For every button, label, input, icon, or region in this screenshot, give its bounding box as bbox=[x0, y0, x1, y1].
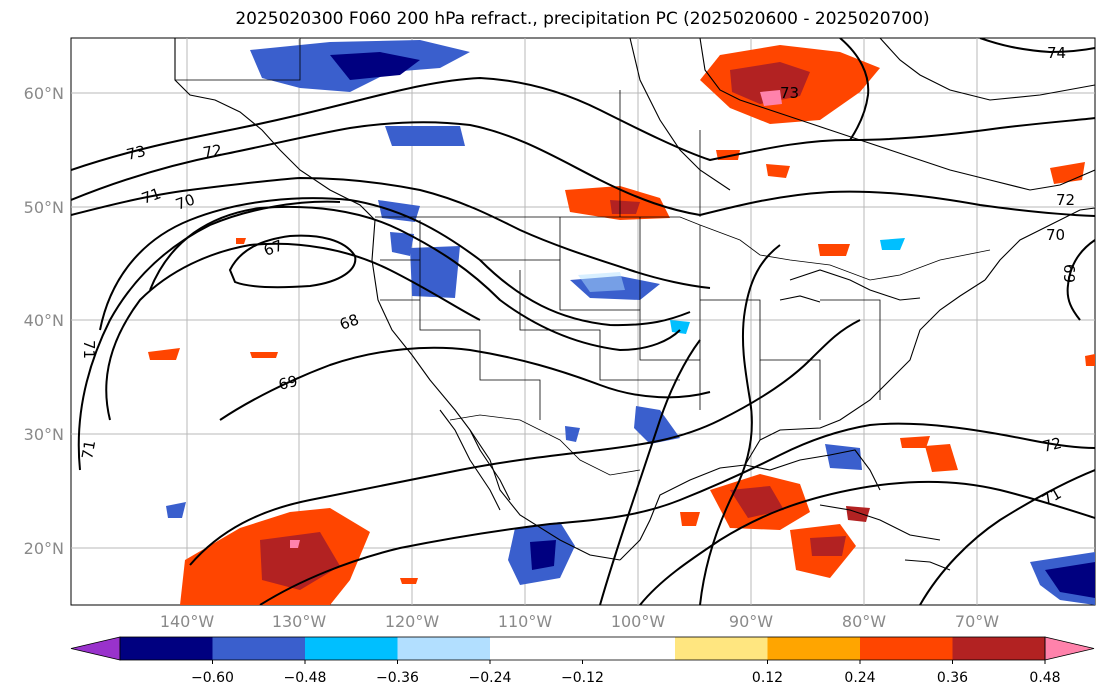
colorbar-segment bbox=[397, 637, 491, 660]
colorbar-tick-label: 0.12 bbox=[752, 670, 783, 686]
colorbar-segment bbox=[675, 637, 768, 660]
lat-label-60n: 60°N bbox=[24, 84, 64, 103]
lon-label-140w: 140°W bbox=[160, 612, 215, 631]
lon-label-70w: 70°W bbox=[955, 612, 999, 631]
contour-label: 72 bbox=[1041, 434, 1064, 456]
contour-label: 74 bbox=[1047, 44, 1066, 62]
map-title: 2025020300 F060 200 hPa refract., precip… bbox=[235, 9, 930, 29]
contour-label: 70 bbox=[173, 190, 197, 213]
lat-label-30n: 30°N bbox=[24, 425, 64, 444]
contour-label: 68 bbox=[337, 310, 361, 333]
contour-label: 73 bbox=[780, 84, 799, 102]
contour-label: 67 bbox=[261, 236, 285, 259]
contour-labels: 73 72 71 70 67 68 69 71 71 73 72 71 70 6… bbox=[78, 44, 1078, 509]
colorbar-tick-label: −0.60 bbox=[191, 670, 234, 686]
lat-label-20n: 20°N bbox=[24, 539, 64, 558]
colorbar-tick-label: 0.36 bbox=[937, 670, 968, 686]
colorbar-tick-label: −0.12 bbox=[561, 670, 604, 686]
lon-label-100w: 100°W bbox=[611, 612, 666, 631]
contour-label: 69 bbox=[1060, 264, 1078, 283]
precip-negative-areas bbox=[166, 40, 1095, 605]
contour-label: 73 bbox=[125, 142, 148, 164]
refractivity-contours bbox=[71, 38, 1095, 605]
colorbar-tick-label: 0.48 bbox=[1029, 670, 1060, 686]
colorbar-segment bbox=[120, 637, 213, 660]
contour-label: 72 bbox=[1056, 191, 1075, 209]
contour-label: 71 bbox=[139, 184, 163, 207]
colorbar-segment bbox=[212, 637, 306, 660]
colorbar-extend-low bbox=[70, 636, 121, 661]
colorbar-segment bbox=[860, 637, 953, 660]
lon-label-90w: 90°W bbox=[729, 612, 773, 631]
lat-label-50n: 50°N bbox=[24, 198, 64, 217]
colorbar-tick-label: 0.24 bbox=[844, 670, 875, 686]
colorbar-segment bbox=[582, 637, 676, 660]
precip-positive-areas bbox=[148, 45, 1095, 605]
latitude-labels: 60°N 50°N 40°N 30°N 20°N bbox=[24, 84, 64, 558]
colorbar-tick-label: −0.24 bbox=[469, 670, 512, 686]
colorbar-segment bbox=[952, 637, 1046, 660]
contour-label: 71 bbox=[78, 439, 99, 461]
colorbar-segment bbox=[490, 637, 583, 660]
colorbar-extend-high bbox=[1044, 636, 1095, 661]
colorbar-ticks: −0.60 −0.48 −0.36 −0.24 −0.12 0.12 0.24 0.36 0.4… bbox=[191, 660, 1061, 686]
contour-label: 71 bbox=[80, 340, 98, 359]
colorbar-segment bbox=[305, 637, 398, 660]
colorbar-tick-label: −0.48 bbox=[284, 670, 327, 686]
map-area: 73 72 71 70 67 68 69 71 71 73 72 71 70 6… bbox=[71, 38, 1095, 605]
contour-label: 72 bbox=[202, 141, 224, 162]
lat-label-40n: 40°N bbox=[24, 311, 64, 330]
lon-label-110w: 110°W bbox=[498, 612, 553, 631]
longitude-labels: 140°W 130°W 120°W 110°W 100°W 90°W 80°W … bbox=[160, 612, 999, 631]
colorbar-segment bbox=[767, 637, 861, 660]
contour-label: 70 bbox=[1046, 226, 1065, 244]
political-borders bbox=[175, 38, 991, 476]
lon-label-120w: 120°W bbox=[385, 612, 440, 631]
lon-label-130w: 130°W bbox=[272, 612, 327, 631]
colorbar bbox=[70, 636, 1095, 661]
contour-label: 69 bbox=[277, 372, 300, 394]
colorbar-tick-label: −0.36 bbox=[376, 670, 419, 686]
lon-label-80w: 80°W bbox=[842, 612, 886, 631]
